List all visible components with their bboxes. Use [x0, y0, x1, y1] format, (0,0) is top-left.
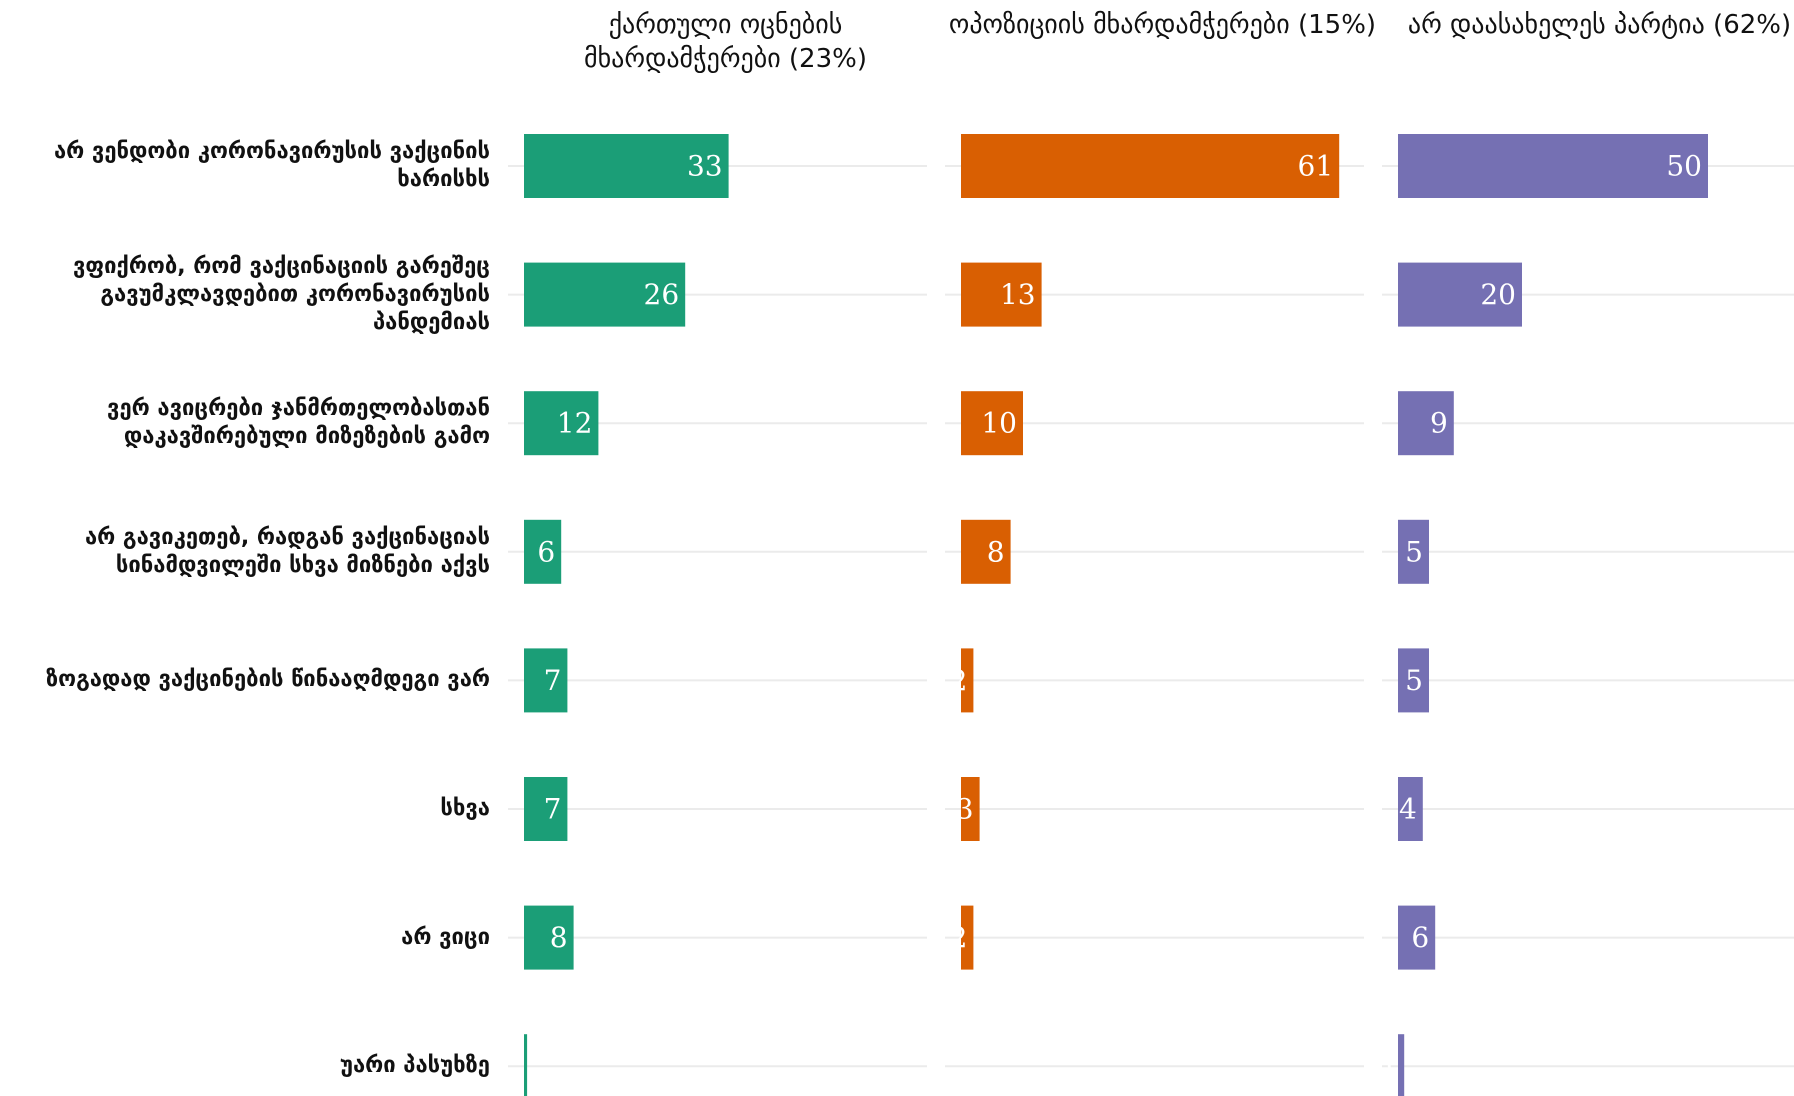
- category-label: ზოგადად ვაქცინების წინააღმდეგი ვარ: [46, 667, 490, 693]
- value-label: 4: [1399, 793, 1417, 826]
- bar: [1398, 648, 1429, 713]
- value-label: 6: [1411, 921, 1429, 954]
- bar: [524, 1034, 528, 1096]
- category-label: არ გავიკეთებ, რადგან ვაქცინაციას სინამდვ…: [84, 524, 490, 578]
- category-label: ვფიქრობ, რომ ვაქცინაციის გარეშეც გავუმკლ…: [72, 253, 490, 335]
- category-label: სხვა: [440, 796, 490, 821]
- bar: [524, 777, 568, 841]
- bar: [1398, 391, 1454, 456]
- value-label: 5: [1405, 535, 1423, 568]
- value-label: 33: [687, 150, 723, 183]
- bar: [1398, 777, 1423, 841]
- value-label: 50: [1666, 150, 1702, 183]
- value-label: 13: [1000, 278, 1036, 311]
- bar: [1398, 1034, 1405, 1096]
- bar: [524, 519, 562, 584]
- panel-title: ქართული ოცნების მხარდამჭერები (23%): [584, 10, 867, 74]
- value-label: 6: [537, 535, 555, 568]
- bar: [524, 905, 574, 970]
- bar: [961, 905, 974, 970]
- bar: [1398, 519, 1429, 584]
- value-label: 2: [950, 664, 968, 697]
- value-label: 20: [1480, 278, 1516, 311]
- bar: [961, 648, 974, 713]
- bar: [524, 391, 599, 456]
- category-label: უარი პასუხზე: [339, 1053, 490, 1079]
- bar: [961, 777, 980, 841]
- value-label: 26: [644, 278, 680, 311]
- value-label: 8: [550, 921, 568, 954]
- value-label: 10: [981, 407, 1017, 440]
- value-label: 7: [544, 664, 562, 697]
- bar: [961, 519, 1011, 584]
- value-label: 2: [950, 921, 968, 954]
- bar: [961, 134, 1340, 198]
- bar: [524, 648, 568, 713]
- value-label: 7: [544, 793, 562, 826]
- bar: [1398, 262, 1522, 327]
- category-label: არ ვიცი: [401, 924, 490, 950]
- bar: [524, 262, 686, 327]
- bar: [1398, 134, 1708, 198]
- value-label: 61: [1298, 150, 1334, 183]
- value-label: 9: [1430, 407, 1448, 440]
- value-label: 5: [1405, 664, 1423, 697]
- value-label: 8: [987, 535, 1005, 568]
- panel-title: არ დაასახელეს პარტია (62%): [1407, 10, 1792, 40]
- bar: [1398, 905, 1436, 970]
- panel-title: ოპოზიციის მხარდამჭერები (15%): [948, 10, 1377, 40]
- category-label: არ ვენდობი კორონავირუსის ვაქცინის ხარისხ…: [53, 139, 490, 192]
- value-label: 3: [956, 793, 974, 826]
- value-label: 12: [557, 407, 593, 440]
- bar: [961, 262, 1042, 327]
- category-label: ვერ ავიცრები ჯანმრთელობასთან დაკავშირებუ…: [107, 396, 490, 450]
- bar: [524, 134, 729, 198]
- bar: [961, 391, 1023, 456]
- value-label: 1: [1380, 1050, 1398, 1083]
